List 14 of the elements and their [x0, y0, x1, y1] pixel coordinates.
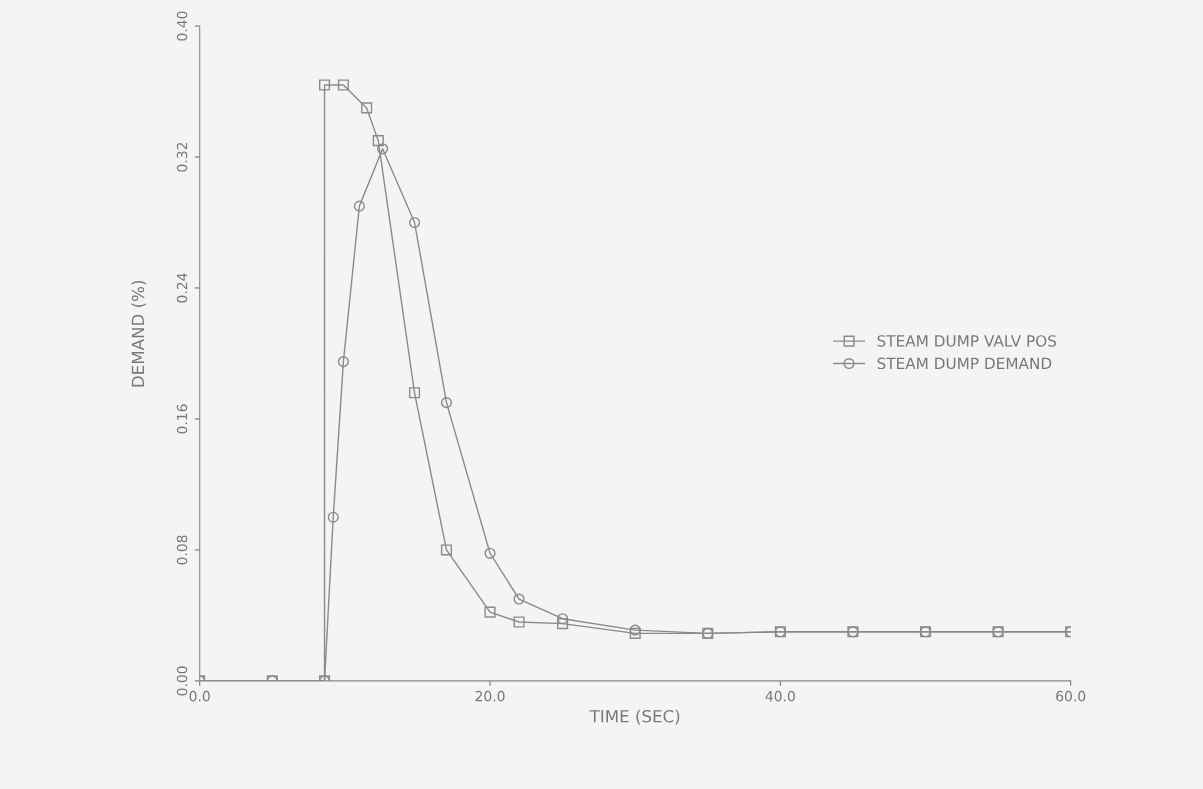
y-tick-label: 0.32 — [176, 142, 188, 172]
y-tick-label: 0.00 — [176, 666, 188, 696]
x-tick-label: 40.0 — [765, 690, 795, 702]
legend-label: STEAM DUMP DEMAND — [877, 357, 1052, 370]
y-axis-title: DEMAND (%) — [131, 280, 147, 387]
legend-label: STEAM DUMP VALV POS — [877, 335, 1057, 347]
y-tick-label: 0.24 — [176, 273, 188, 303]
x-axis-title: TIME (SEC) — [589, 709, 680, 725]
y-tick-label: 0.40 — [176, 11, 188, 41]
x-tick-label: 20.0 — [475, 690, 505, 702]
y-tick-label: 0.16 — [176, 404, 188, 434]
x-tick-label: 0.0 — [189, 690, 210, 702]
x-tick-label: 60.0 — [1056, 690, 1086, 702]
y-tick-label: 0.08 — [176, 535, 188, 565]
